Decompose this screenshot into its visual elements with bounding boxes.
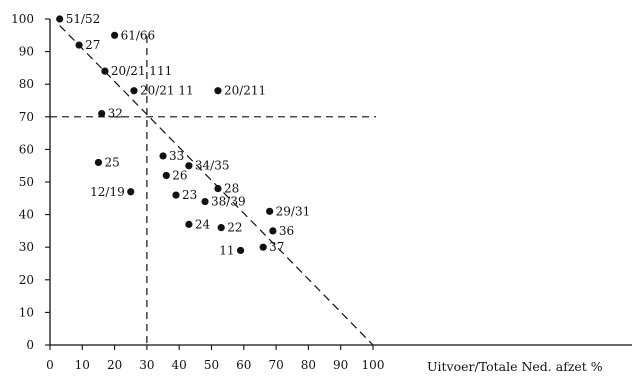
x-tick-label: 70 (268, 358, 283, 372)
x-tick-label: 40 (172, 358, 187, 372)
data-point (172, 191, 180, 199)
y-tick-label: 10 (19, 305, 34, 319)
y-axis-ticks: 0 10 20 30 40 50 60 70 80 90 100 (11, 12, 50, 352)
data-point-label: 33 (169, 149, 184, 163)
y-tick-label: 90 (19, 45, 34, 59)
data-point (217, 224, 225, 232)
y-tick-label: 60 (19, 142, 34, 156)
x-tick-label: 0 (46, 358, 54, 372)
data-point-label: 38/39 (211, 195, 246, 209)
data-point (236, 246, 245, 255)
x-tick-label: 10 (75, 358, 90, 372)
data-point (98, 109, 106, 118)
data-point (185, 162, 193, 170)
x-tick-label: 100 (362, 358, 385, 372)
data-point (94, 158, 103, 167)
y-tick-label: 20 (19, 273, 34, 287)
data-point-label: 37 (269, 240, 284, 254)
data-point-label: 25 (104, 155, 119, 169)
x-axis-title: Uitvoer/Totale Ned. afzet % (427, 359, 603, 374)
data-point-label: 61/66 (121, 28, 156, 42)
data-point (185, 220, 193, 228)
data-point (111, 31, 119, 39)
data-point (130, 87, 138, 95)
data-point (101, 67, 109, 75)
data-point (162, 171, 170, 180)
data-point (259, 243, 267, 251)
data-point (201, 197, 209, 206)
data-point (269, 227, 277, 235)
reference-lines (50, 25, 376, 346)
x-tick-label: 80 (301, 358, 316, 372)
data-point-label: 11 (219, 243, 234, 257)
data-point (75, 41, 83, 49)
x-tick-label: 60 (236, 358, 251, 372)
x-tick-label: 20 (107, 358, 122, 372)
data-point-label: 22 (227, 221, 242, 235)
data-point-label: 51/52 (66, 12, 101, 26)
data-point-label: 29/31 (276, 204, 311, 218)
data-point-label: 23 (182, 188, 197, 202)
y-tick-label: 80 (19, 77, 34, 91)
y-tick-label: 40 (19, 208, 34, 222)
data-point-label: 20/211 (224, 84, 266, 98)
data-point-label: 26 (172, 168, 187, 182)
y-tick-label: 50 (19, 175, 34, 189)
data-point (214, 184, 222, 193)
data-point-label: 28 (224, 182, 239, 196)
y-tick-label: 0 (26, 338, 34, 352)
x-axis-ticks: 0 10 20 30 40 50 60 70 80 90 100 (46, 345, 384, 372)
data-point (159, 152, 167, 160)
data-point-label: 12/19 (90, 185, 125, 199)
data-point-label: 32 (108, 107, 123, 121)
x-tick-label: 30 (139, 358, 154, 372)
data-point (127, 188, 135, 196)
data-point-label: 24 (195, 217, 211, 231)
y-tick-label: 100 (11, 12, 34, 26)
data-point (214, 87, 222, 95)
data-point-label: 20/21 111 (111, 64, 172, 78)
data-point-label: 36 (279, 224, 294, 238)
y-tick-label: 70 (19, 110, 34, 124)
data-point (56, 15, 64, 23)
data-point-label: 27 (85, 38, 100, 52)
x-tick-label: 90 (333, 358, 348, 372)
trend-line (59, 25, 374, 346)
data-points: 51/52 27 61/66 20/21 111 20/21 11 20/211 32 33 2… (56, 12, 310, 257)
data-point (266, 207, 274, 215)
y-tick-label: 30 (19, 240, 34, 254)
data-point-label: 20/21 11 (140, 84, 194, 98)
x-tick-label: 50 (204, 358, 219, 372)
data-point-label: 34/35 (195, 159, 230, 173)
